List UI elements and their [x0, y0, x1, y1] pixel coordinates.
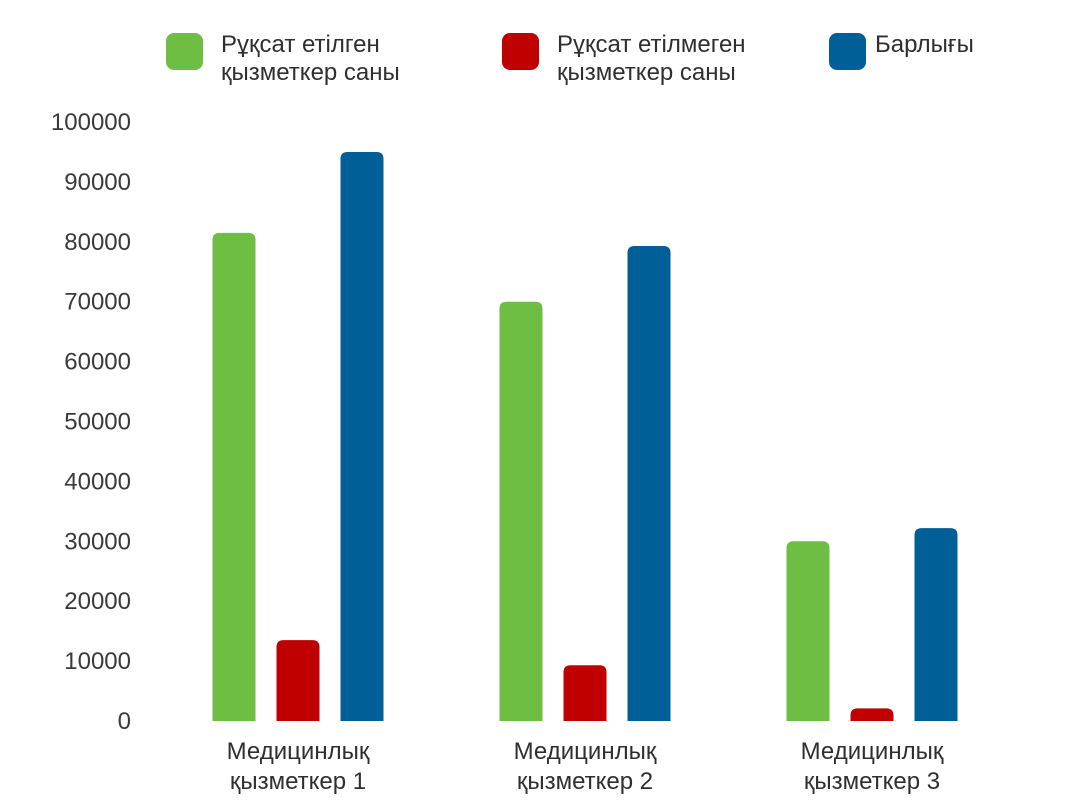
bar-series-1-category-1 — [212, 232, 256, 721]
bar-series-1-category-2 — [499, 301, 543, 721]
y-tick-label: 30000 — [64, 528, 131, 555]
y-tick-label: 0 — [118, 708, 131, 735]
bar-series-2-category-2 — [563, 665, 607, 721]
legend: Рұқсат етілген қызметкер саны Рұқсат етілм… — [166, 31, 974, 86]
y-tick-label: 50000 — [64, 409, 131, 436]
y-tick-label: 60000 — [64, 349, 131, 376]
y-tick-label: 40000 — [64, 468, 131, 495]
x-category-label: Медицинлық қызметкер 1 — [227, 738, 370, 795]
y-tick-label: 70000 — [64, 289, 131, 316]
legend-label: Барлығы — [875, 31, 974, 58]
bar-series-1-category-3 — [786, 541, 830, 721]
y-axis: 0 10000 20000 30000 40000 50000 60000 70000 8000… — [51, 109, 131, 735]
bar-series-2-category-1 — [276, 640, 320, 721]
bars — [212, 151, 958, 722]
bar-series-2-category-3 — [850, 708, 894, 721]
bar-series-3-category-2 — [627, 245, 671, 722]
legend-swatch — [166, 33, 203, 70]
legend-swatch — [502, 33, 539, 70]
legend-item-1: Рұқсат етілген қызметкер саны — [166, 31, 400, 86]
x-axis: Медицинлық қызметкер 1 Медицинлық қызметкер… — [227, 738, 944, 795]
y-tick-label: 90000 — [64, 169, 131, 196]
y-tick-label: 20000 — [64, 588, 131, 615]
bar-series-3-category-3 — [914, 528, 958, 721]
y-tick-label: 100000 — [51, 109, 131, 136]
legend-swatch — [829, 33, 866, 70]
y-tick-label: 10000 — [64, 648, 131, 675]
legend-item-3: Барлығы — [829, 31, 974, 70]
y-tick-label: 80000 — [64, 229, 131, 256]
legend-label: Рұқсат етілмеген қызметкер саны — [557, 31, 746, 86]
bar-series-3-category-1 — [340, 151, 384, 721]
legend-label: Рұқсат етілген қызметкер саны — [221, 31, 400, 86]
x-category-label: Медицинлық қызметкер 2 — [514, 738, 657, 795]
legend-item-2: Рұқсат етілмеген қызметкер саны — [502, 31, 746, 86]
x-category-label: Медицинлық қызметкер 3 — [801, 738, 944, 795]
